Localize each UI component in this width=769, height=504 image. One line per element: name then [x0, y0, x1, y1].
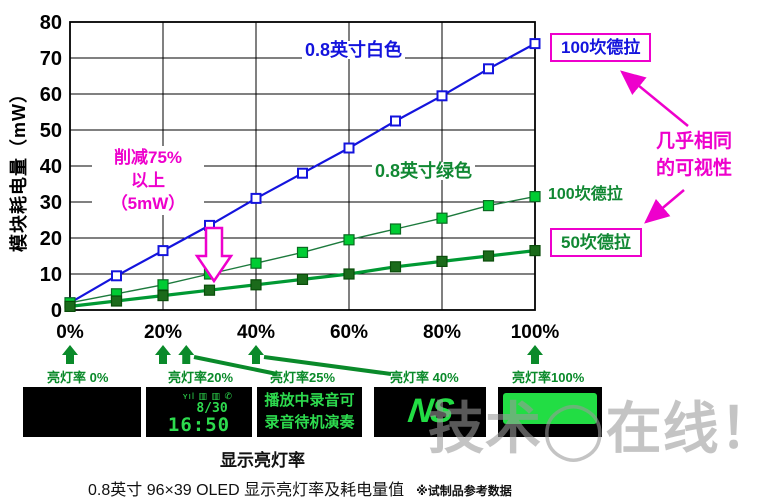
indicator-up-arrow-25pct — [178, 345, 195, 364]
connector-line-25pct — [193, 355, 278, 376]
indicator-up-arrow-0pct — [62, 345, 78, 364]
x-tick-label: 100% — [511, 322, 560, 343]
x-axis-title: 显示亮灯率 — [220, 451, 305, 470]
callout-50cd-green: 50坎德拉 — [550, 228, 642, 258]
visibility-note: 几乎相同 的可视性 — [656, 128, 732, 182]
y-tick-label: 80 — [40, 12, 62, 34]
x-tick-label: 60% — [330, 322, 368, 343]
rate-label-25pct: 亮灯率25% — [270, 370, 336, 385]
connector-line-40pct — [263, 355, 392, 376]
x-tick-label: 80% — [423, 322, 461, 343]
visibility-arrow-to-green-icon — [644, 189, 685, 224]
series-0-marker — [343, 142, 355, 154]
reduction-down-arrow — [194, 226, 234, 284]
series-1-marker — [296, 246, 309, 258]
oled-panel-20pct-clock: ʏıl ▥ ▥ ✆ 8/30 16:50 — [146, 387, 252, 437]
player-text-line1: 播放中录音可 — [264, 392, 355, 409]
series-1-marker — [482, 200, 495, 212]
series-2-marker — [343, 268, 355, 280]
rate-label-20pct: 亮灯率20% — [168, 370, 234, 385]
y-tick-label: 70 — [40, 48, 62, 70]
series-2-marker — [203, 284, 216, 296]
series-1-marker — [529, 191, 541, 203]
full-lit-area — [503, 393, 597, 424]
series-2-marker — [110, 295, 123, 307]
plot-border — [69, 21, 536, 311]
series-2-marker — [529, 245, 541, 257]
x-tick-label: 0% — [56, 322, 84, 343]
series-2-marker — [296, 273, 309, 285]
visibility-note-line1: 几乎相同 — [656, 131, 733, 152]
series-2-marker — [64, 300, 76, 312]
x-tick-label: 20% — [144, 322, 182, 343]
x-tick-label: 40% — [237, 322, 275, 343]
y-axis-title: 模块耗电量（mW） — [9, 84, 29, 252]
indicator-up-arrow-40pct — [248, 345, 264, 364]
clock-time: 16:50 — [167, 414, 231, 436]
visibility-note-line2: 的可视性 — [656, 158, 733, 179]
y-tick-label: 10 — [40, 264, 62, 286]
visibility-arrow-to-white-icon — [620, 70, 689, 127]
series-0-marker — [436, 90, 448, 102]
series-2-marker — [436, 255, 448, 267]
figure-caption: 0.8英寸 96×39 OLED 显示亮灯率及耗电量值 ※试制品参考数据 — [88, 476, 512, 500]
series-label-green-oled: 0.8英寸绿色 — [372, 162, 476, 180]
series-1-marker — [250, 257, 262, 269]
callout-100cd-green: 100坎德拉 — [548, 186, 623, 203]
chart-generated: 0 10 20 30 40 50 60 70 80 0% 20% 40% 60% 80% 100% — [40, 12, 560, 364]
series-2-marker — [389, 261, 402, 273]
series-2-marker — [482, 250, 495, 262]
series-0-marker — [483, 63, 494, 75]
oled-panel-25pct-text: 播放中录音可 录音待机演奏 — [257, 387, 362, 437]
oled-panel-40pct-logo: NS — [374, 387, 486, 437]
callout-100cd-white: 100坎德拉 — [550, 33, 652, 63]
y-tick-label: 40 — [40, 156, 62, 178]
series-0-marker — [390, 115, 401, 127]
series-2-marker — [157, 290, 169, 302]
series-1-marker — [436, 212, 448, 224]
indicator-up-arrow-100pct — [527, 345, 543, 364]
indicator-up-arrow-20pct — [155, 345, 171, 364]
series-0-marker — [157, 245, 169, 257]
series-0-marker — [250, 192, 262, 204]
reduction-note: 削减75% 以上 （5mW） — [92, 146, 204, 215]
ns-logo: NS — [405, 392, 455, 430]
series-2-marker — [250, 279, 262, 291]
oled-panel-100pct-full — [498, 387, 602, 437]
status-icons: ʏıl ▥ ▥ ✆ — [182, 391, 234, 401]
series-0-marker — [297, 167, 308, 179]
y-tick-label: 60 — [40, 84, 62, 106]
y-tick-label: 0 — [51, 300, 62, 322]
figure-caption-note: ※试制品参考数据 — [416, 484, 512, 498]
series-1-marker — [343, 234, 355, 246]
player-text-line2: 录音待机演奏 — [264, 414, 355, 431]
reduction-note-line3: （5mW） — [110, 194, 186, 213]
series-0-marker — [111, 270, 122, 282]
rate-label-100pct: 亮灯率100% — [512, 370, 585, 385]
chart-decorations — [193, 70, 689, 376]
y-tick-label: 20 — [40, 228, 62, 250]
series-label-white-oled: 0.8英寸白色 — [302, 41, 406, 59]
series-0-marker — [529, 38, 541, 50]
series-1-marker — [389, 223, 402, 235]
y-tick-label: 50 — [40, 120, 62, 142]
y-tick-label: 30 — [40, 192, 62, 214]
figure-caption-main: 0.8英寸 96×39 OLED 显示亮灯率及耗电量值 — [88, 482, 405, 499]
rate-label-40pct: 亮灯率 40% — [390, 370, 459, 385]
reduction-note-line2: 以上 — [131, 171, 165, 190]
oled-panel-0pct-blank — [23, 387, 141, 437]
series-1-marker — [157, 279, 169, 291]
reduction-note-line1: 削减75% — [113, 148, 183, 167]
clock-date: 8/30 — [196, 401, 228, 416]
rate-label-0pct: 亮灯率 0% — [47, 370, 109, 385]
